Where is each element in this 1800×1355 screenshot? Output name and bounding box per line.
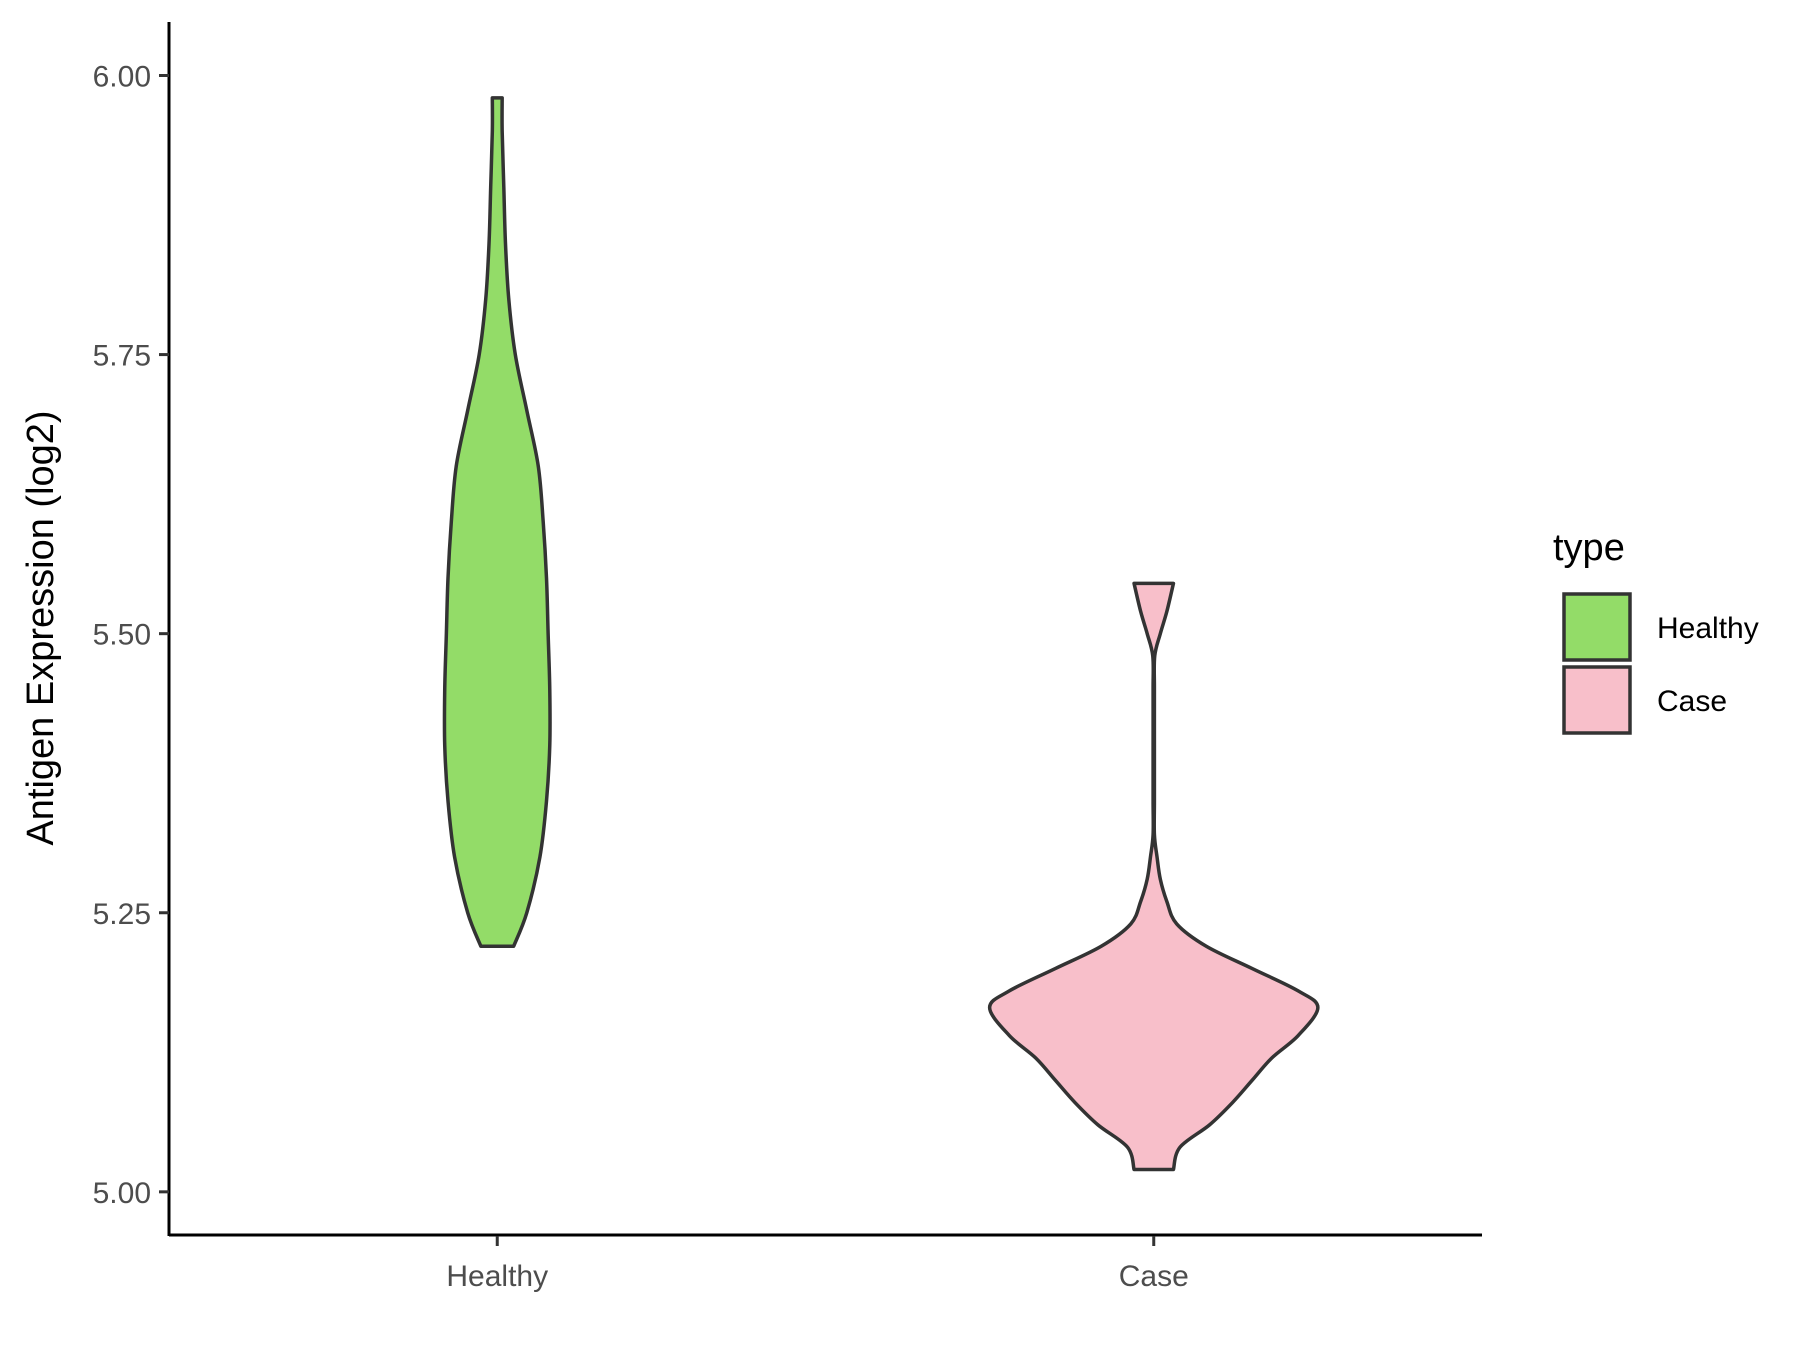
violin-layer bbox=[442, 96, 1320, 1172]
legend: type Healthy Case bbox=[1553, 527, 1759, 735]
y-tick-label: 6.00 bbox=[93, 60, 151, 93]
y-tick-label: 5.75 bbox=[93, 340, 151, 373]
x-tick-label: Healthy bbox=[446, 1260, 548, 1293]
y-axis-title: Antigen Expression (log2) bbox=[20, 410, 62, 845]
y-tick-label: 5.00 bbox=[93, 1177, 151, 1210]
y-tick-label: 5.25 bbox=[93, 898, 151, 931]
x-axis-ticks: Healthy Case bbox=[446, 1236, 1189, 1293]
y-axis-ticks: 5.00 5.25 5.50 5.75 6.00 bbox=[93, 60, 169, 1210]
legend-items: Healthy Case bbox=[1562, 592, 1759, 735]
violin-case bbox=[987, 581, 1320, 1172]
violin-healthy bbox=[442, 96, 552, 948]
y-tick-label: 5.50 bbox=[93, 619, 151, 652]
x-tick-label: Case bbox=[1119, 1260, 1189, 1293]
legend-label: Case bbox=[1657, 685, 1727, 718]
legend-swatch-healthy bbox=[1562, 592, 1632, 662]
legend-swatch-case bbox=[1562, 665, 1632, 735]
legend-label: Healthy bbox=[1657, 612, 1759, 645]
legend-title: type bbox=[1553, 527, 1625, 569]
